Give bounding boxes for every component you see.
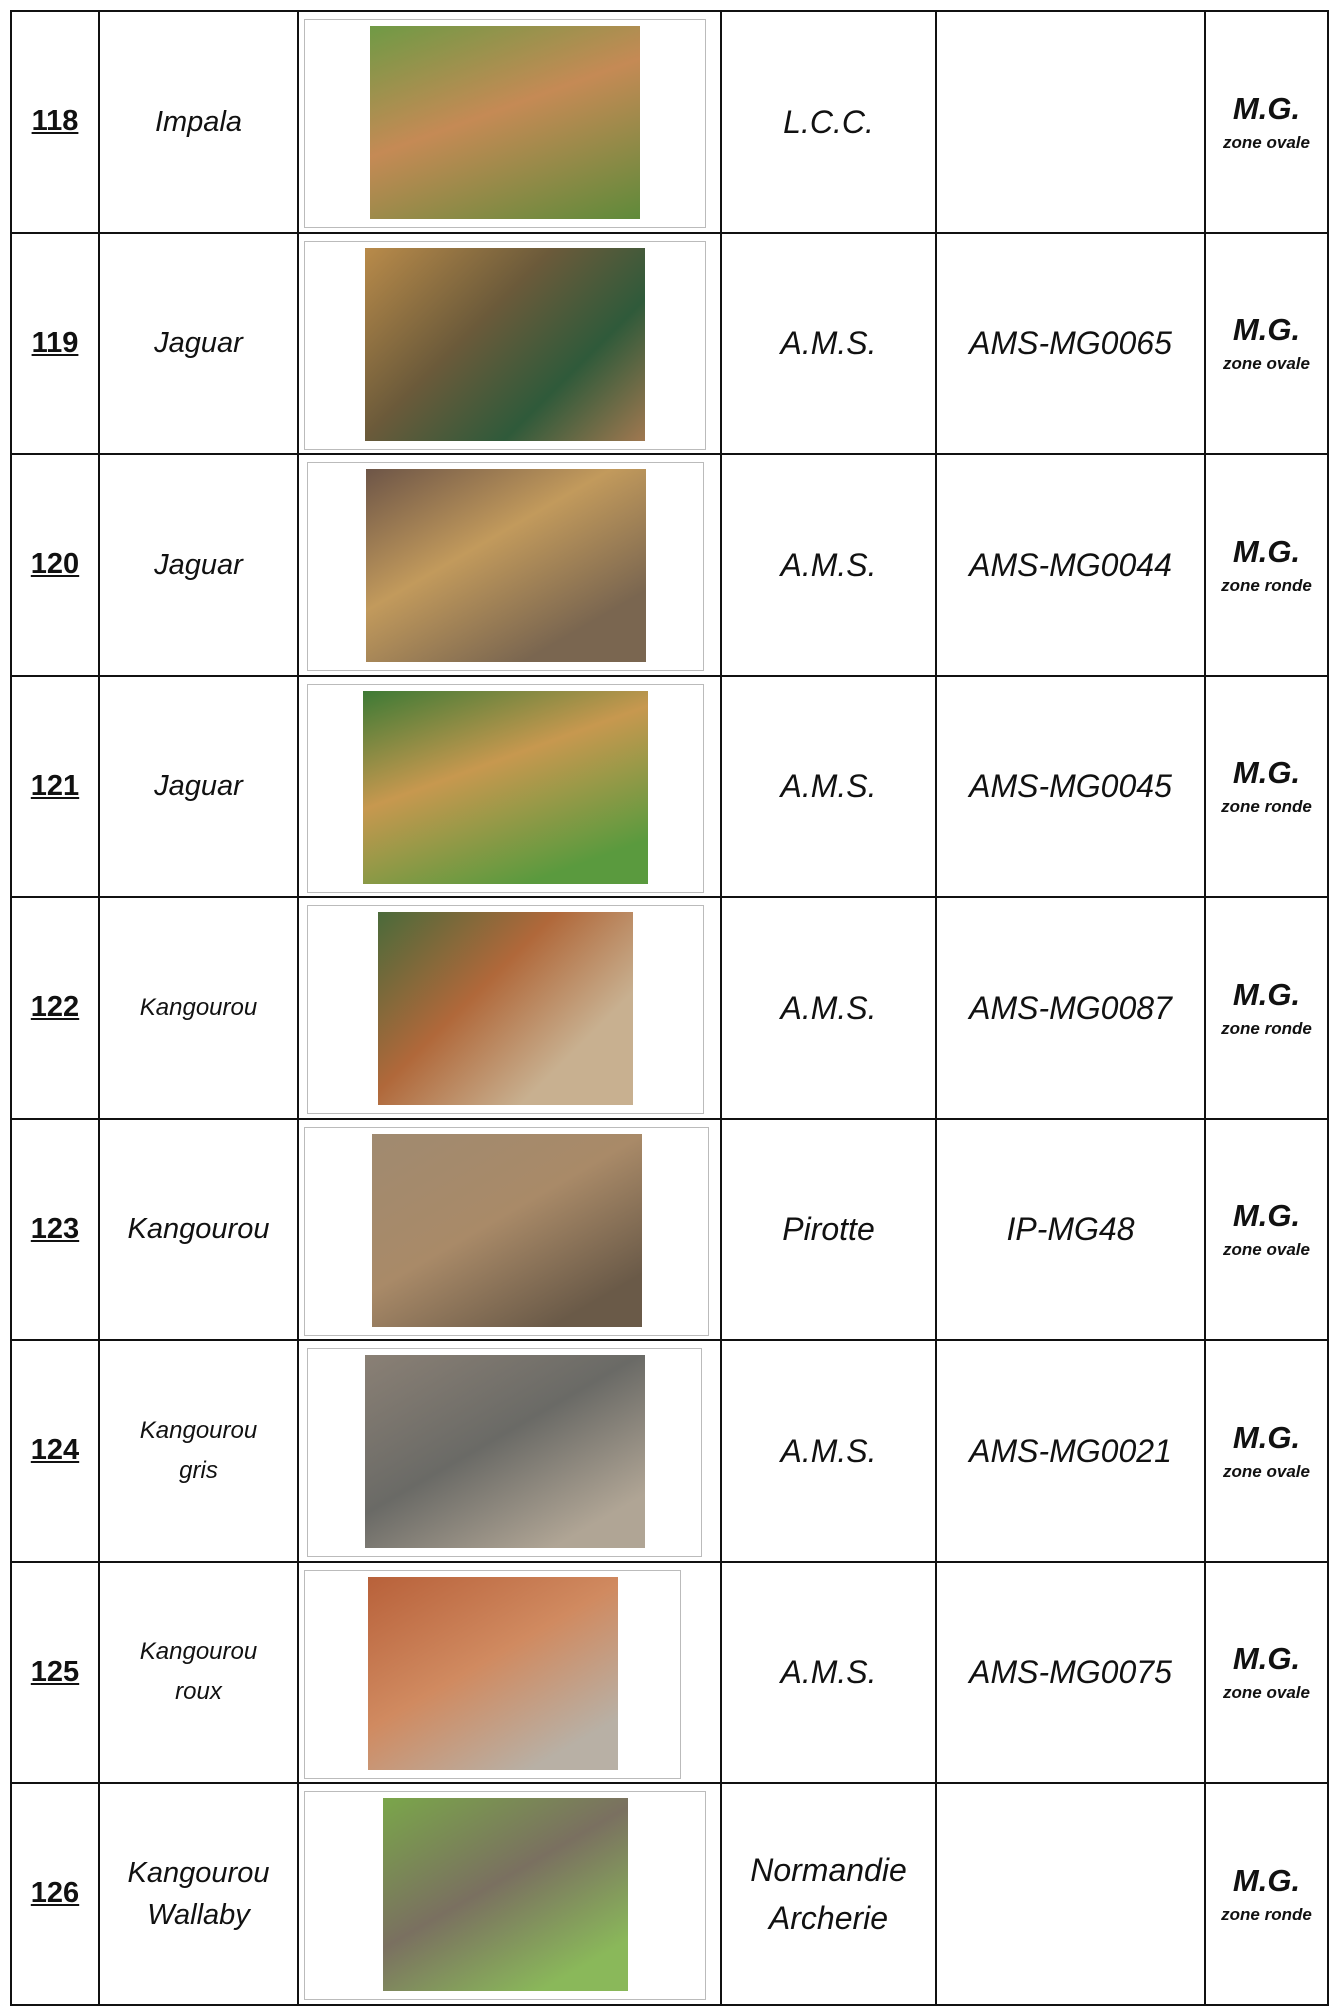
reference <box>935 1782 1206 2006</box>
row-number: 121 <box>10 674 100 898</box>
animal-photo <box>371 1133 642 1327</box>
image-frame <box>304 19 706 229</box>
target-image-cell <box>297 896 722 1120</box>
category: M.G. <box>1232 533 1301 569</box>
image-frame <box>307 1348 702 1558</box>
target-image-cell <box>297 674 722 898</box>
target-image-cell <box>297 453 722 677</box>
row-number: 125 <box>10 1560 100 1784</box>
reference <box>935 10 1206 234</box>
animal-name: Jaguar <box>98 231 299 455</box>
image-frame <box>304 1791 706 2001</box>
reference: AMS-MG0045 <box>935 674 1206 898</box>
category: M.G. <box>1232 1198 1301 1234</box>
category: M.G. <box>1232 1862 1301 1898</box>
animal-photo <box>382 1798 628 1992</box>
reference: IP-MG48 <box>935 1117 1206 1341</box>
supplier: A.M.S. <box>720 674 937 898</box>
supplier: A.M.S. <box>720 453 937 677</box>
animal-photo <box>367 1576 618 1770</box>
row-number: 123 <box>10 1117 100 1341</box>
target-image-cell <box>297 1782 722 2006</box>
category-cell: M.G. zone ovale <box>1204 231 1329 455</box>
zone: zone ovale <box>1223 1683 1310 1703</box>
supplier: Pirotte <box>720 1117 937 1341</box>
category-cell: M.G. zone ronde <box>1204 896 1329 1120</box>
supplier: A.M.S. <box>720 1339 937 1563</box>
category-cell: M.G. zone ovale <box>1204 1339 1329 1563</box>
category: M.G. <box>1232 755 1301 791</box>
animal-photo <box>365 247 645 441</box>
image-frame <box>304 240 706 450</box>
supplier: Normandie Archerie <box>720 1782 937 2006</box>
supplier: L.C.C. <box>720 10 937 234</box>
animal-name: Jaguar <box>98 453 299 677</box>
zone: zone ronde <box>1221 797 1312 817</box>
row-number: 122 <box>10 896 100 1120</box>
category: M.G. <box>1232 1641 1301 1677</box>
supplier: A.M.S. <box>720 231 937 455</box>
zone: zone ovale <box>1223 1240 1310 1260</box>
reference: AMS-MG0021 <box>935 1339 1206 1563</box>
zone: zone ronde <box>1221 1018 1312 1038</box>
image-frame <box>307 462 704 672</box>
row-number: 119 <box>10 231 100 455</box>
reference: AMS-MG0065 <box>935 231 1206 455</box>
animal-name: Impala <box>98 10 299 234</box>
category-cell: M.G. zone ronde <box>1204 453 1329 677</box>
category-cell: M.G. zone ovale <box>1204 10 1329 234</box>
target-image-cell <box>297 1117 722 1341</box>
category: M.G. <box>1232 90 1301 126</box>
zone: zone ronde <box>1221 575 1312 595</box>
category-cell: M.G. zone ronde <box>1204 1782 1329 2006</box>
animal-name: Kangourou <box>98 896 299 1120</box>
zone: zone ovale <box>1223 132 1310 152</box>
animal-photo <box>378 912 633 1106</box>
row-number: 126 <box>10 1782 100 2006</box>
row-number: 118 <box>10 10 100 234</box>
target-image-cell <box>297 10 722 234</box>
category-cell: M.G. zone ronde <box>1204 674 1329 898</box>
animal-photo <box>370 26 640 220</box>
category: M.G. <box>1232 976 1301 1012</box>
image-frame <box>304 1569 681 1779</box>
animal-name: Kangourou roux <box>98 1560 299 1784</box>
animal-name: Kangourou Wallaby <box>98 1782 299 2006</box>
supplier: A.M.S. <box>720 1560 937 1784</box>
target-image-cell <box>297 1560 722 1784</box>
image-frame <box>307 683 704 893</box>
animal-photo <box>364 1355 645 1549</box>
animal-name: Kangourou gris <box>98 1339 299 1563</box>
reference: AMS-MG0087 <box>935 896 1206 1120</box>
animal-photo <box>365 469 646 663</box>
reference: AMS-MG0044 <box>935 453 1206 677</box>
zone: zone ovale <box>1223 1461 1310 1481</box>
image-frame <box>307 905 704 1115</box>
target-image-cell <box>297 231 722 455</box>
animal-photo <box>363 690 648 884</box>
zone: zone ovale <box>1223 354 1310 374</box>
image-frame <box>304 1126 709 1336</box>
category: M.G. <box>1232 1419 1301 1455</box>
category-cell: M.G. zone ovale <box>1204 1560 1329 1784</box>
animal-name: Kangourou <box>98 1117 299 1341</box>
target-image-cell <box>297 1339 722 1563</box>
animal-name: Jaguar <box>98 674 299 898</box>
row-number: 124 <box>10 1339 100 1563</box>
category: M.G. <box>1232 312 1301 348</box>
zone: zone ronde <box>1221 1904 1312 1924</box>
row-number: 120 <box>10 453 100 677</box>
category-cell: M.G. zone ovale <box>1204 1117 1329 1341</box>
reference: AMS-MG0075 <box>935 1560 1206 1784</box>
supplier: A.M.S. <box>720 896 937 1120</box>
